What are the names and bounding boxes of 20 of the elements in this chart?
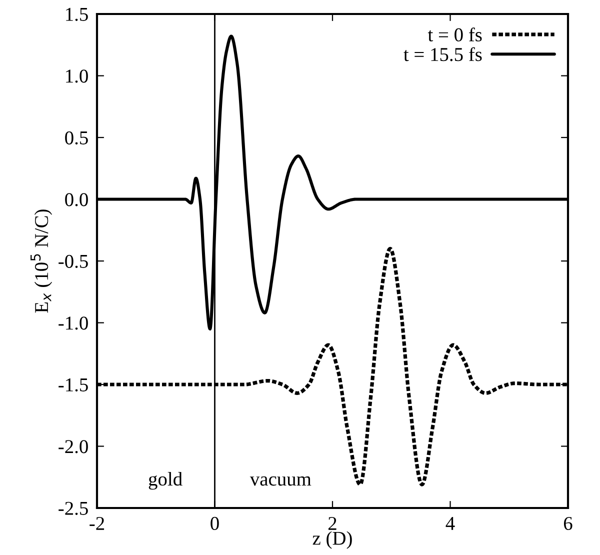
- x-tick-label: 6: [564, 516, 572, 530]
- y-tick-label: 1.5: [66, 8, 88, 22]
- y-axis-title: E$_{x}$ (10$^{5}$ N/C): [30, 210, 52, 313]
- x-axis-title: z (D): [312, 531, 352, 549]
- y-tick-label: 0.0: [65, 193, 88, 206]
- y-tick-label: -2.5: [58, 502, 88, 516]
- y-tick-label: -2.0: [58, 440, 88, 454]
- y-tick-label: -1.0: [58, 316, 88, 330]
- y-tick-label: -0.5: [58, 254, 88, 268]
- x-tick-label: 4: [446, 517, 455, 530]
- x-tick-label: 2: [328, 516, 336, 530]
- legend-label: t = 0 fs: [428, 28, 482, 42]
- annotation: vacuum: [250, 476, 312, 486]
- annotation: gold: [148, 472, 182, 490]
- y-tick-label: 1.0: [66, 70, 88, 83]
- y-tick-label: -1.5: [58, 378, 88, 392]
- legend-label: t = 15.5 fs: [404, 47, 482, 62]
- y-tick-label: 0.5: [65, 131, 88, 145]
- x-tick-label: -2: [90, 516, 104, 530]
- x-tick-label: 0: [210, 516, 219, 530]
